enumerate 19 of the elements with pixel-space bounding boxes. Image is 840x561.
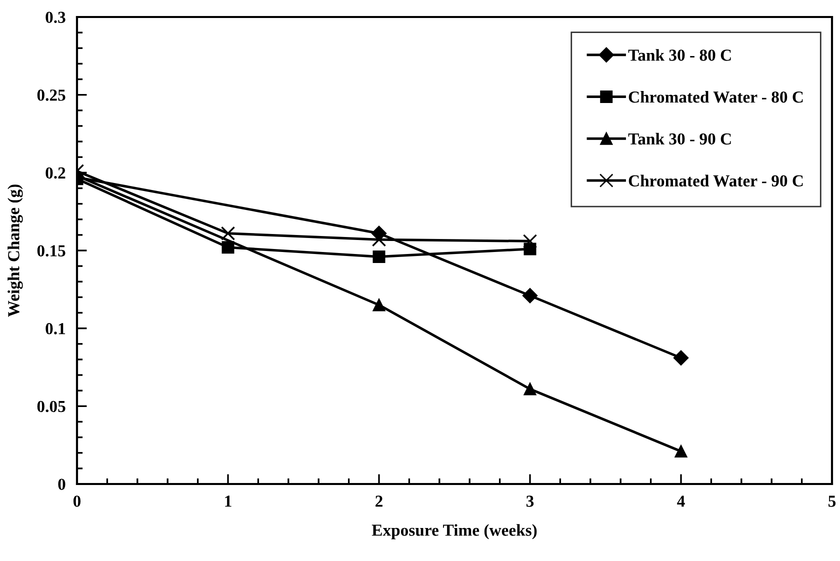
y-tick-label: 0.3: [46, 12, 66, 24]
x-tick-label: 4: [677, 496, 685, 507]
x-tick-label: 5: [828, 496, 836, 507]
y-tick-label: 0.2: [46, 167, 66, 179]
y-tick-label: 0.1: [46, 323, 66, 334]
y-tick-label: 0: [58, 478, 66, 490]
legend-label: Tank 30 - 90 C: [628, 132, 731, 145]
legend-label: Chromated Water - 80 C: [628, 90, 803, 103]
y-tick-label: 0.05: [37, 400, 66, 412]
y-axis-title: Weight Change (g): [8, 184, 23, 317]
x-tick-label: 0: [73, 496, 81, 507]
x-tick-label: 2: [376, 496, 382, 507]
x-tick-label: 1: [225, 496, 232, 507]
y-tick-label: 0.15: [37, 245, 66, 257]
y-tick-label: 0.25: [37, 90, 66, 101]
x-axis-title: Exposure Time (weeks): [372, 524, 537, 540]
legend-label: Chromated Water - 90 C: [628, 174, 803, 187]
legend-label: Tank 30 - 80 C: [628, 49, 731, 61]
x-tick-label: 3: [526, 496, 534, 507]
